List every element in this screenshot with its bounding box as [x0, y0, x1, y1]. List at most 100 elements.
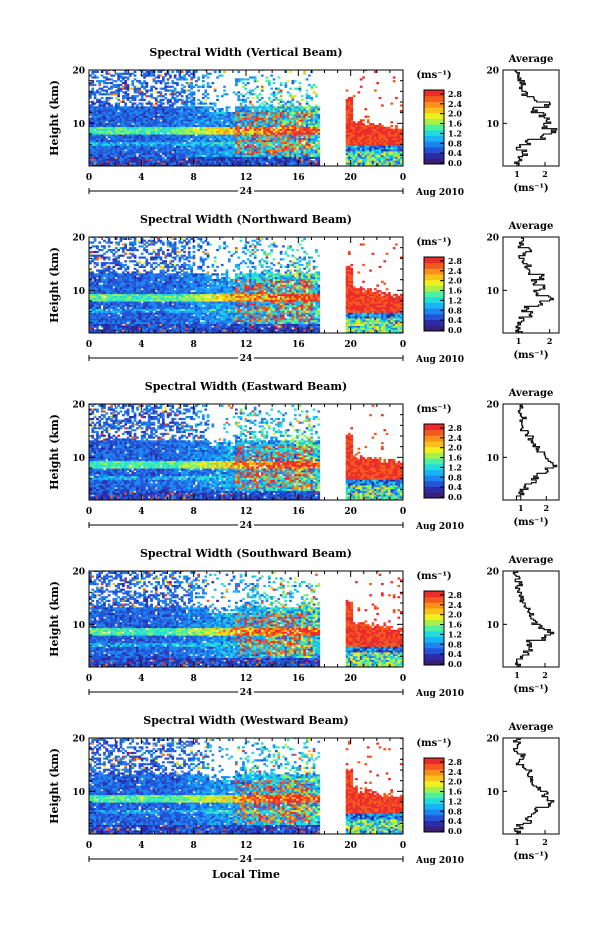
heatmap-cell: [216, 140, 219, 142]
heatmap-cell: [266, 144, 269, 146]
heatmap-cell: [103, 311, 106, 313]
heatmap-cell: [252, 132, 255, 134]
heatmap-cell: [360, 146, 363, 148]
heatmap-cell: [299, 149, 302, 151]
heatmap-cell: [98, 162, 101, 164]
heatmap-cell: [247, 146, 250, 148]
heatmap-cell: [190, 155, 193, 157]
heatmap-cell: [390, 125, 393, 127]
heatmap-cell: [113, 155, 116, 157]
heatmap-cell: [204, 121, 207, 123]
heatmap-cell: [129, 138, 132, 140]
heatmap-cell: [228, 138, 231, 140]
heatmap-cell: [369, 155, 372, 157]
heatmap-cell: [317, 144, 320, 146]
heatmap-cell: [174, 155, 177, 157]
heatmap-cell: [98, 138, 101, 140]
heatmap-cell: [122, 95, 125, 97]
heatmap-cell: [131, 95, 134, 97]
heatmap-cell: [249, 160, 252, 162]
heatmap-cell: [223, 116, 226, 118]
heatmap-cell: [157, 127, 160, 129]
heatmap-cell: [117, 322, 120, 324]
heatmap-cell: [150, 110, 153, 112]
heatmap-cell: [91, 146, 94, 148]
heatmap-cell: [303, 157, 306, 159]
heatmap-cell: [108, 112, 111, 114]
heatmap-cell: [315, 140, 318, 142]
heatmap-cell: [176, 71, 179, 73]
heatmap-cell: [122, 140, 125, 142]
heatmap-cell: [275, 88, 278, 90]
heatmap-cell: [381, 132, 384, 134]
heatmap-cell: [369, 151, 372, 153]
heatmap-cell: [160, 127, 163, 129]
heatmap-cell: [117, 279, 120, 281]
heatmap-cell: [197, 99, 200, 101]
heatmap-cell: [360, 119, 363, 121]
heatmap-cell: [110, 78, 113, 80]
heatmap-cell: [195, 106, 198, 108]
heatmap-cell: [226, 127, 229, 129]
heatmap-cell: [186, 118, 189, 120]
heatmap-cell: [237, 144, 240, 146]
heatmap-cell: [150, 123, 153, 125]
heatmap-cell: [134, 132, 137, 134]
heatmap-cell: [129, 127, 132, 129]
heatmap-cell: [280, 144, 283, 146]
heatmap-cell: [190, 157, 193, 159]
heatmap-cell: [360, 155, 363, 157]
heatmap-cell: [296, 112, 299, 114]
heatmap-cell: [113, 91, 116, 93]
heatmap-cell: [353, 160, 356, 162]
heatmap-cell: [372, 134, 375, 136]
heatmap-cell: [169, 101, 172, 103]
heatmap-cell: [108, 279, 111, 281]
heatmap-cell: [190, 95, 193, 97]
heatmap-cell: [190, 121, 193, 123]
heatmap-cell: [157, 151, 160, 153]
heatmap-cell: [388, 134, 391, 136]
heatmap-cell: [292, 103, 295, 105]
heatmap-cell: [113, 75, 116, 77]
heatmap-cell: [261, 88, 264, 90]
heatmap-cell: [197, 86, 200, 88]
heatmap-cell: [141, 151, 144, 153]
heatmap-cell: [162, 121, 165, 123]
heatmap-cell: [207, 116, 210, 118]
heatmap-cell: [169, 151, 172, 153]
colorbar-segment: [424, 130, 444, 136]
heatmap-cell: [266, 151, 269, 153]
heatmap-cell: [155, 138, 158, 140]
heatmap-cell: [94, 76, 97, 78]
heatmap-cell: [162, 78, 165, 80]
heatmap-cell: [174, 82, 177, 84]
heatmap-cell: [134, 86, 137, 88]
heatmap-cell: [277, 127, 280, 129]
heatmap-cell: [115, 73, 118, 75]
heatmap-cell: [101, 279, 104, 281]
heatmap-cell: [292, 144, 295, 146]
heatmap-cell: [390, 162, 393, 164]
heatmap-cell: [200, 127, 203, 129]
heatmap-cell: [171, 157, 174, 159]
heatmap-cell: [233, 91, 236, 93]
heatmap-cell: [214, 146, 217, 148]
heatmap-cell: [383, 129, 386, 131]
heatmap-cell: [230, 123, 233, 125]
heatmap-cell: [115, 283, 118, 285]
heatmap-cell: [108, 277, 111, 279]
heatmap-cell: [235, 149, 238, 151]
heatmap-cell: [113, 151, 116, 153]
heatmap-cell: [254, 123, 257, 125]
heatmap-cell: [221, 151, 224, 153]
heatmap-cell: [226, 106, 229, 108]
heatmap-cell: [315, 104, 318, 106]
heatmap-cell: [383, 155, 386, 157]
heatmap-cell: [110, 132, 113, 134]
heatmap-cell: [94, 251, 97, 253]
heatmap-cell: [113, 277, 116, 279]
heatmap-cell: [190, 88, 193, 90]
heatmap-cell: [153, 86, 156, 88]
heatmap-cell: [256, 121, 259, 123]
